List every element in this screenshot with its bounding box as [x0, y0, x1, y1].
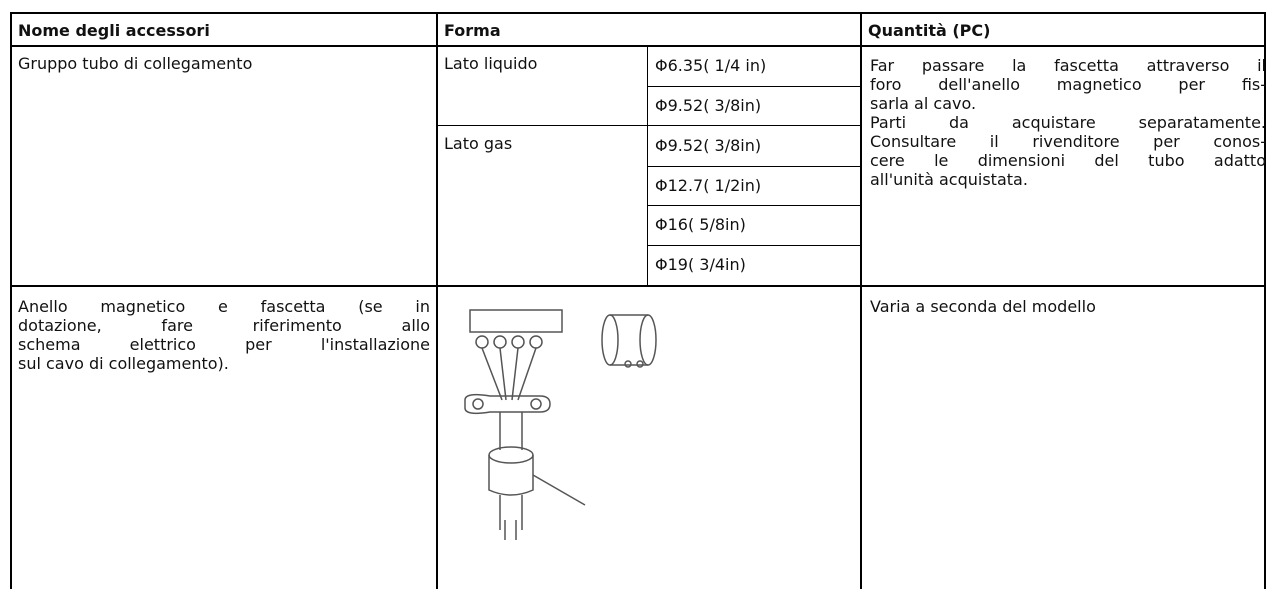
rule — [647, 45, 648, 285]
pipe-size: Φ16( 5/8in) — [655, 215, 746, 234]
quantity-text: all'unità acquistata. — [870, 170, 1028, 189]
item-name: sul cavo di collegamento). — [18, 354, 229, 373]
header-cell: Forma — [444, 21, 501, 40]
item-name: dotazione, fare riferimento allo — [18, 316, 430, 335]
rule — [647, 245, 860, 246]
quantity-text: Varia a seconda del modello — [870, 297, 1096, 316]
shape-side: Lato liquido — [444, 54, 538, 73]
pipe-size: Φ6.35( 1/4 in) — [655, 55, 767, 75]
pipe-size: Φ12.7( 1/2in) — [655, 175, 762, 195]
item-name: Anello magnetico e fascetta (se in — [18, 297, 430, 316]
pipe-size: Φ19( 3/4in) — [655, 255, 746, 274]
quantity-text: Parti da acquistare separatamente. — [870, 113, 1266, 132]
header-cell: Quantità (PC) — [868, 21, 991, 40]
pipe-size: Φ9.52( 3/8in) — [655, 135, 762, 155]
quantity-text: foro dell'anello magnetico per fis- — [870, 75, 1266, 94]
rule — [10, 12, 12, 589]
rule — [10, 12, 1266, 14]
header-cell: Nome degli accessori — [18, 21, 210, 40]
item-name: Gruppo tubo di collegamento — [18, 54, 253, 73]
rule — [10, 45, 1266, 47]
rule — [10, 285, 1266, 287]
pipe-size: Φ9.52( 3/8in) — [655, 95, 762, 115]
item-name: schema elettrico per l'installazione — [18, 335, 430, 354]
rule — [647, 86, 860, 87]
rule — [647, 125, 860, 126]
quantity-text: Consultare il rivenditore per conos- — [870, 132, 1266, 151]
magnetic-ring-illustration — [464, 309, 657, 540]
rule — [1264, 12, 1266, 589]
rule — [647, 166, 860, 167]
rule — [436, 12, 438, 589]
quantity-text: sarla al cavo. — [870, 94, 977, 113]
rule — [860, 12, 862, 589]
rule — [647, 205, 860, 206]
quantity-text: Far passare la fascetta attraverso il — [870, 56, 1266, 75]
shape-side: Lato gas — [444, 134, 513, 153]
quantity-text: cere le dimensioni del tubo adatto — [870, 151, 1266, 170]
